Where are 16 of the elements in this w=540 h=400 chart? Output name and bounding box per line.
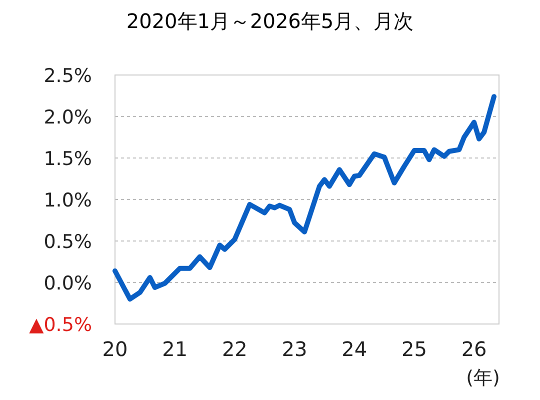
y-tick-label: 2.5%: [44, 65, 92, 87]
y-tick-label: 0.5%: [44, 231, 92, 253]
y-tick-label: 2.0%: [44, 106, 92, 128]
y-tick-label: 1.5%: [44, 148, 92, 170]
y-tick-label: 1.0%: [44, 190, 92, 212]
x-tick-label: 24: [342, 337, 368, 361]
x-tick-label: 20: [102, 337, 128, 361]
x-tick-label: 26: [461, 337, 487, 361]
x-tick-label: 25: [401, 337, 427, 361]
x-tick-label: 21: [162, 337, 188, 361]
x-tick-label: 23: [282, 337, 308, 361]
y-tick-label: ▲0.5%: [29, 314, 92, 336]
x-tick-label: 22: [222, 337, 248, 361]
y-tick-label: 0.0%: [44, 272, 92, 294]
chart-title: 2020年1月～2026年5月、月次: [126, 9, 414, 33]
x-axis-title: (年): [466, 367, 500, 389]
